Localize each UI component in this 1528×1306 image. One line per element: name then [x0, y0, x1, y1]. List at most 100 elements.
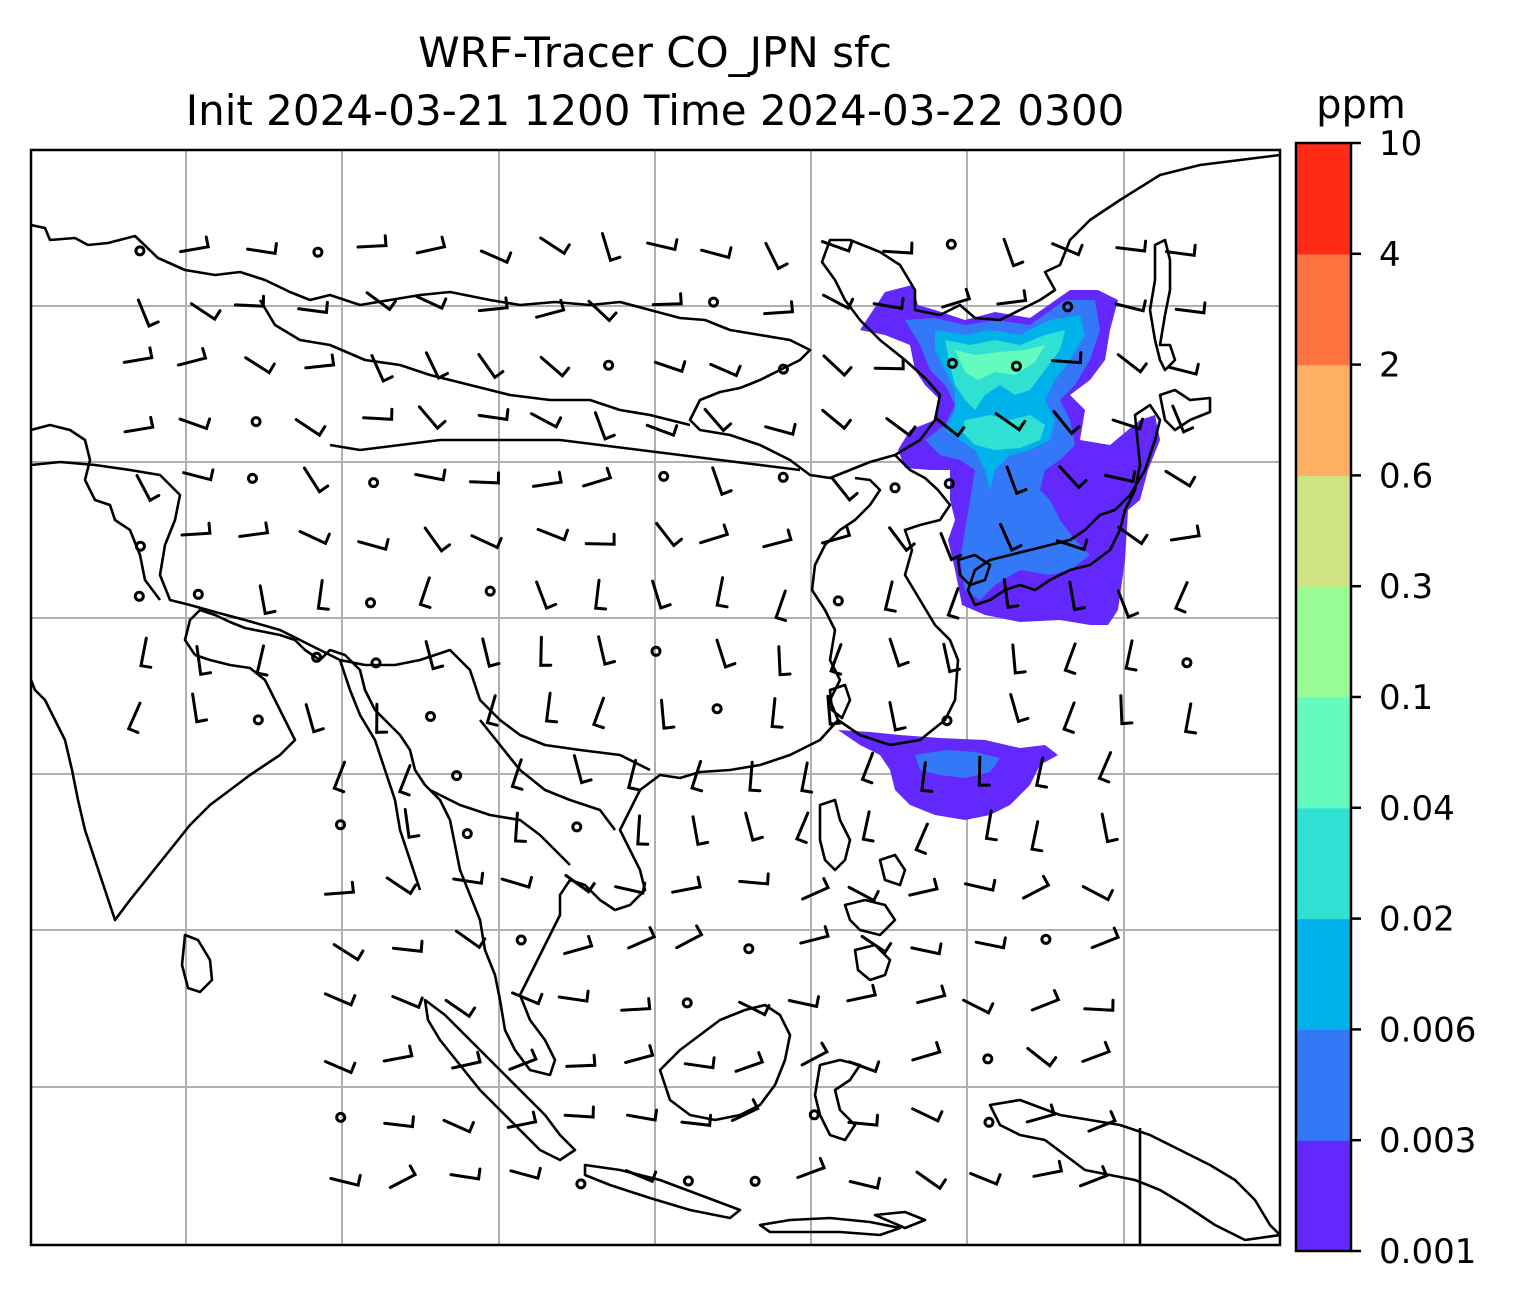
wind-barb [391, 995, 424, 1010]
wind-barb [481, 637, 501, 668]
colorbar-tick-label: 0.1 [1379, 678, 1433, 718]
wind-barb [847, 1113, 879, 1127]
wind-barb [675, 924, 704, 950]
wind-barb [872, 297, 905, 311]
wind-barb [565, 1053, 597, 1068]
calm-wind-marker [335, 1111, 347, 1123]
wind-barb [316, 579, 330, 611]
coast-kyushu [956, 553, 992, 587]
wind-barb [1032, 1159, 1064, 1178]
colorbar-swatch-4 [1296, 697, 1351, 809]
wind-barb [1058, 465, 1088, 490]
calm-wind-marker [312, 246, 324, 258]
calm-wind-marker [603, 359, 615, 371]
wind-barb [711, 466, 733, 497]
wind-barb [1081, 1040, 1112, 1063]
wind-barbs [122, 232, 1207, 1191]
wind-barb [178, 417, 212, 431]
wind-barb [479, 249, 513, 265]
wind-barb [762, 528, 793, 549]
wind-barb [508, 1048, 538, 1071]
wind-barb [1062, 701, 1076, 734]
border-caspian [31, 423, 162, 601]
calm-wind-marker [365, 597, 376, 609]
colorbar-tick-label: 0.006 [1379, 1010, 1476, 1050]
coast-eurasia-north [31, 153, 1280, 480]
wind-barb [563, 1105, 595, 1119]
wind-barb [1116, 589, 1140, 619]
wind-barb [415, 235, 447, 255]
wind-barb [415, 294, 448, 311]
colorbar-tick-label: 0.02 [1379, 900, 1455, 940]
wind-barb [1051, 242, 1084, 257]
wind-barb [1002, 578, 1020, 610]
wind-barb [822, 354, 853, 378]
wind-barb [800, 761, 814, 794]
wind-barb [1005, 465, 1028, 496]
wind-barb [1116, 353, 1148, 374]
wind-barb [888, 701, 907, 732]
wind-barb [942, 642, 961, 674]
calm-wind-marker [311, 651, 323, 663]
colorbar-swatch-5 [1296, 586, 1351, 698]
wind-barb [477, 353, 505, 380]
coast-sri-lanka [180, 933, 214, 994]
wind-barb [135, 474, 161, 503]
wind-barb [1030, 989, 1061, 1012]
wind-barb [861, 810, 875, 843]
wind-barb [594, 578, 608, 611]
calm-wind-marker [368, 477, 380, 489]
wind-barb [244, 356, 276, 375]
wind-barb [799, 925, 830, 945]
calm-wind-marker [1010, 360, 1022, 372]
wind-barb [1164, 469, 1197, 488]
wind-barb [126, 701, 142, 734]
wind-barb [885, 417, 917, 438]
calm-wind-marker [1062, 301, 1074, 313]
calm-wind-marker [484, 585, 496, 597]
wind-barb [748, 760, 762, 793]
wind-barb [763, 300, 795, 316]
wind-barb [822, 293, 855, 311]
wind-barb [794, 811, 810, 844]
wind-barb [500, 875, 533, 889]
calm-wind-marker [650, 645, 662, 657]
border-central [329, 438, 801, 472]
wind-barb [1114, 299, 1147, 313]
coast-philippines-luzon [818, 798, 852, 872]
wind-barb [1100, 812, 1119, 844]
calm-wind-marker [247, 472, 258, 484]
wind-barb [984, 809, 998, 842]
colorbar-swatch-8 [1296, 253, 1351, 366]
wind-barb [941, 287, 972, 309]
wind-barb [627, 926, 657, 950]
wind-barb [821, 408, 852, 431]
wind-barb [356, 234, 388, 249]
wind-barb [911, 1107, 944, 1123]
wind-barb [691, 815, 710, 847]
calm-wind-marker [1040, 933, 1052, 945]
wind-barb [911, 1041, 942, 1062]
co-tracer-field [838, 285, 1160, 820]
coast-taiwan [828, 683, 852, 720]
wind-barb [764, 422, 797, 437]
wind-barb [1090, 926, 1121, 950]
wind-barb [509, 1166, 542, 1181]
wind-barb [847, 1060, 881, 1074]
wind-barb [304, 703, 325, 734]
calm-wind-marker [743, 943, 755, 955]
wind-barb [683, 1056, 716, 1070]
wind-barb [934, 416, 966, 438]
calm-wind-marker [252, 714, 264, 726]
wind-barb [182, 468, 215, 482]
wind-barb [996, 289, 1028, 306]
calm-wind-marker [451, 770, 463, 782]
wind-barb [946, 587, 960, 620]
wind-barb [764, 241, 789, 271]
wind-barb [882, 241, 914, 255]
wind-barb [470, 534, 503, 550]
wind-barb [883, 580, 897, 613]
wind-barb [189, 302, 222, 322]
wind-barb [680, 1113, 713, 1127]
